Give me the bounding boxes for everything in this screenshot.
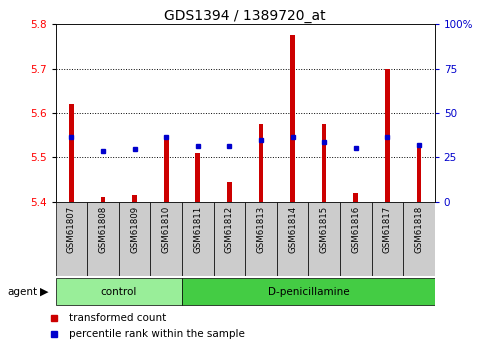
Bar	[56, 277, 182, 306]
Text: D-penicillamine: D-penicillamine	[268, 287, 349, 296]
Text: GSM61807: GSM61807	[67, 206, 76, 253]
Bar	[354, 193, 358, 202]
Bar	[213, 202, 245, 276]
Text: GSM61808: GSM61808	[99, 206, 107, 253]
Bar	[245, 202, 277, 276]
Bar	[308, 202, 340, 276]
Bar	[258, 124, 263, 202]
Bar	[87, 202, 119, 276]
Text: agent: agent	[7, 287, 37, 296]
Bar	[56, 202, 87, 276]
Bar	[340, 202, 371, 276]
Text: GSM61817: GSM61817	[383, 206, 392, 253]
Bar	[322, 124, 327, 202]
Bar	[385, 69, 390, 202]
Bar	[182, 277, 435, 306]
Bar	[182, 202, 213, 276]
Text: control: control	[100, 287, 137, 296]
Bar	[164, 137, 169, 202]
Bar	[403, 202, 435, 276]
Text: GSM61812: GSM61812	[225, 206, 234, 253]
Text: GSM61809: GSM61809	[130, 206, 139, 253]
Text: GSM61814: GSM61814	[288, 206, 297, 253]
Bar	[371, 202, 403, 276]
Bar	[416, 144, 421, 202]
Bar	[277, 202, 308, 276]
Text: percentile rank within the sample: percentile rank within the sample	[69, 329, 245, 339]
Text: GSM61815: GSM61815	[320, 206, 328, 253]
Bar	[195, 153, 200, 202]
Bar	[100, 197, 105, 202]
Bar	[69, 104, 74, 202]
Text: GSM61811: GSM61811	[193, 206, 202, 253]
Title: GDS1394 / 1389720_at: GDS1394 / 1389720_at	[164, 9, 326, 23]
Text: ▶: ▶	[40, 287, 49, 296]
Text: GSM61816: GSM61816	[351, 206, 360, 253]
Text: transformed count: transformed count	[69, 313, 167, 323]
Bar	[227, 182, 232, 202]
Bar	[150, 202, 182, 276]
Bar	[132, 195, 137, 202]
Text: GSM61818: GSM61818	[414, 206, 424, 253]
Bar	[290, 35, 295, 202]
Text: GSM61810: GSM61810	[162, 206, 170, 253]
Bar	[119, 202, 150, 276]
Text: GSM61813: GSM61813	[256, 206, 266, 253]
